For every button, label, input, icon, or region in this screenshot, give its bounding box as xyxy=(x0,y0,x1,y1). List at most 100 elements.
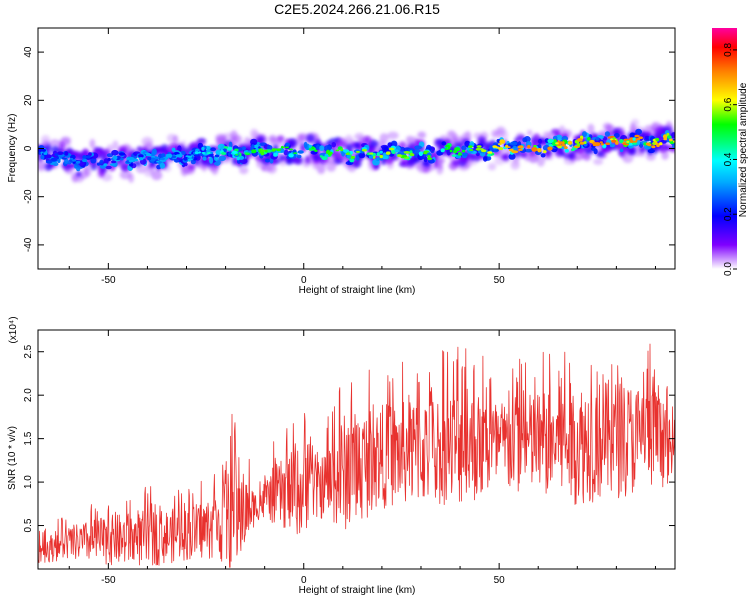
spectrogram-cell xyxy=(346,155,352,159)
spectrogram-cell xyxy=(644,135,650,140)
spectrogram-cell xyxy=(635,128,642,135)
spectrogram-cell xyxy=(592,142,598,145)
snr-series-line xyxy=(38,343,675,568)
spectrogram-cell xyxy=(293,152,298,155)
spectrogram-cell xyxy=(547,138,554,144)
spectrogram-cell xyxy=(197,142,204,149)
spectrogram-cell xyxy=(400,159,408,167)
spectrogram-cell xyxy=(138,157,144,161)
spectrogram-cell xyxy=(444,148,449,151)
spectrogram-cell xyxy=(604,131,611,137)
spectrogram-cell xyxy=(385,151,391,155)
spectrogram-cell xyxy=(651,145,656,149)
spectrogram-cell xyxy=(599,141,603,144)
colorbar-tick-label: 0.0 xyxy=(723,262,734,276)
spectrogram-cell xyxy=(155,156,160,160)
spectrogram-cell xyxy=(293,155,304,165)
spectrogram-cell xyxy=(221,152,227,155)
spectrogram-cell xyxy=(418,151,423,157)
spectrogram-cell xyxy=(669,138,673,142)
spectrogram-cell xyxy=(173,151,180,156)
spectrogram-cell xyxy=(75,171,82,177)
spectrogram-cell xyxy=(562,141,565,145)
spectrogram-cell xyxy=(266,145,273,151)
spectrogram-cell xyxy=(187,155,193,158)
spectrogram-cell xyxy=(161,153,166,158)
spectrogram-cell xyxy=(82,155,87,160)
spectrogram-cell xyxy=(579,141,585,145)
spectrogram-cell xyxy=(298,134,304,145)
spectrogram-cell xyxy=(257,135,266,144)
spectrogram-cell xyxy=(268,136,276,143)
spectrogram-cell xyxy=(461,145,467,151)
spectrogram-cell xyxy=(166,154,171,158)
spectrogram-cell xyxy=(547,146,553,151)
spectrogram-cell xyxy=(218,155,226,162)
spectrogram-cell xyxy=(414,139,421,145)
spectrogram-cell xyxy=(659,142,663,146)
spectrogram-cell xyxy=(76,167,81,172)
spectrogram-cell xyxy=(596,150,605,157)
spectrogram-cell xyxy=(118,152,126,156)
spectrogram-cell xyxy=(629,147,635,155)
spectrogram-cell xyxy=(605,142,610,145)
spectrogram-cell xyxy=(160,157,165,161)
spectrogram-cell xyxy=(345,144,354,151)
spectrogram-cell xyxy=(151,170,163,181)
snr-frame xyxy=(37,329,676,570)
spectrogram-cell xyxy=(619,148,624,153)
spectrogram-cell xyxy=(576,143,581,147)
spectrogram-cell xyxy=(382,155,389,160)
spectrogram-cell xyxy=(280,148,285,153)
spectrogram-cell xyxy=(288,153,294,158)
spectrogram-panel: -50 0 50 -40 -20 0 20 40 Height of straight lin… xyxy=(7,27,676,296)
spectrogram-cell xyxy=(587,137,591,141)
spectrogram-cell xyxy=(85,155,92,159)
spectrogram-cell xyxy=(319,155,323,158)
spectrogram-cell xyxy=(487,151,493,154)
spectrogram-x-tick-label: 0 xyxy=(301,275,307,286)
spectrogram-cell xyxy=(446,148,451,156)
spectrogram-cell xyxy=(349,158,355,163)
spectrogram-cell xyxy=(244,152,250,155)
spectrogram-cell xyxy=(72,159,77,162)
colorbar-label: Normalized spectral amplitude xyxy=(738,82,749,217)
spectrogram-cell xyxy=(616,142,624,150)
spectrogram-cell xyxy=(45,160,53,164)
spectrogram-cell xyxy=(232,150,237,154)
spectrogram-cell xyxy=(234,148,239,152)
spectrogram-cell xyxy=(619,139,624,144)
spectrogram-y-tick-label: -40 xyxy=(23,237,34,252)
spectrogram-cell xyxy=(394,149,399,153)
spectrogram-y-tick-label: 0 xyxy=(23,145,34,151)
spectrogram-cell xyxy=(561,144,566,147)
spectrogram-cell xyxy=(251,149,257,154)
spectrogram-cell xyxy=(202,156,207,161)
spectrogram-cell xyxy=(497,143,502,146)
spectrogram-cell xyxy=(41,148,46,152)
snr-y-tick-label: 1.5 xyxy=(23,431,34,445)
spectrogram-cell xyxy=(569,151,576,160)
spectrogram-cell xyxy=(188,158,193,161)
spectrogram-cell xyxy=(622,142,627,145)
spectrogram-cell xyxy=(427,157,433,161)
spectrogram-cell xyxy=(476,145,482,148)
spectrogram-cell xyxy=(312,153,321,162)
spectrogram-cell xyxy=(612,137,616,140)
spectrogram-cell xyxy=(326,162,337,172)
spectrogram-cell xyxy=(265,149,268,153)
snr-panel: -50 0 50 0.5 1.0 1.5 2.0 2.5 Height of straight… xyxy=(7,316,676,596)
spectrogram-cell xyxy=(487,162,497,171)
spectrogram-cell xyxy=(655,137,660,142)
spectrogram-cell xyxy=(279,154,285,162)
spectrogram-cell xyxy=(206,149,210,153)
spectrogram-ridge xyxy=(38,118,675,183)
spectrogram-cell xyxy=(311,146,315,150)
spectrogram-cell xyxy=(492,145,498,148)
spectrogram-cell xyxy=(449,149,453,153)
spectrogram-cell xyxy=(210,147,217,152)
spectrogram-cell xyxy=(284,146,290,149)
spectrogram-cell xyxy=(50,157,57,162)
snr-scale-label: (x10⁴) xyxy=(8,316,19,343)
